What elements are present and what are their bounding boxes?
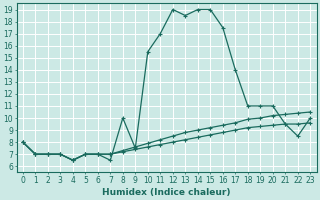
X-axis label: Humidex (Indice chaleur): Humidex (Indice chaleur)	[102, 188, 231, 197]
